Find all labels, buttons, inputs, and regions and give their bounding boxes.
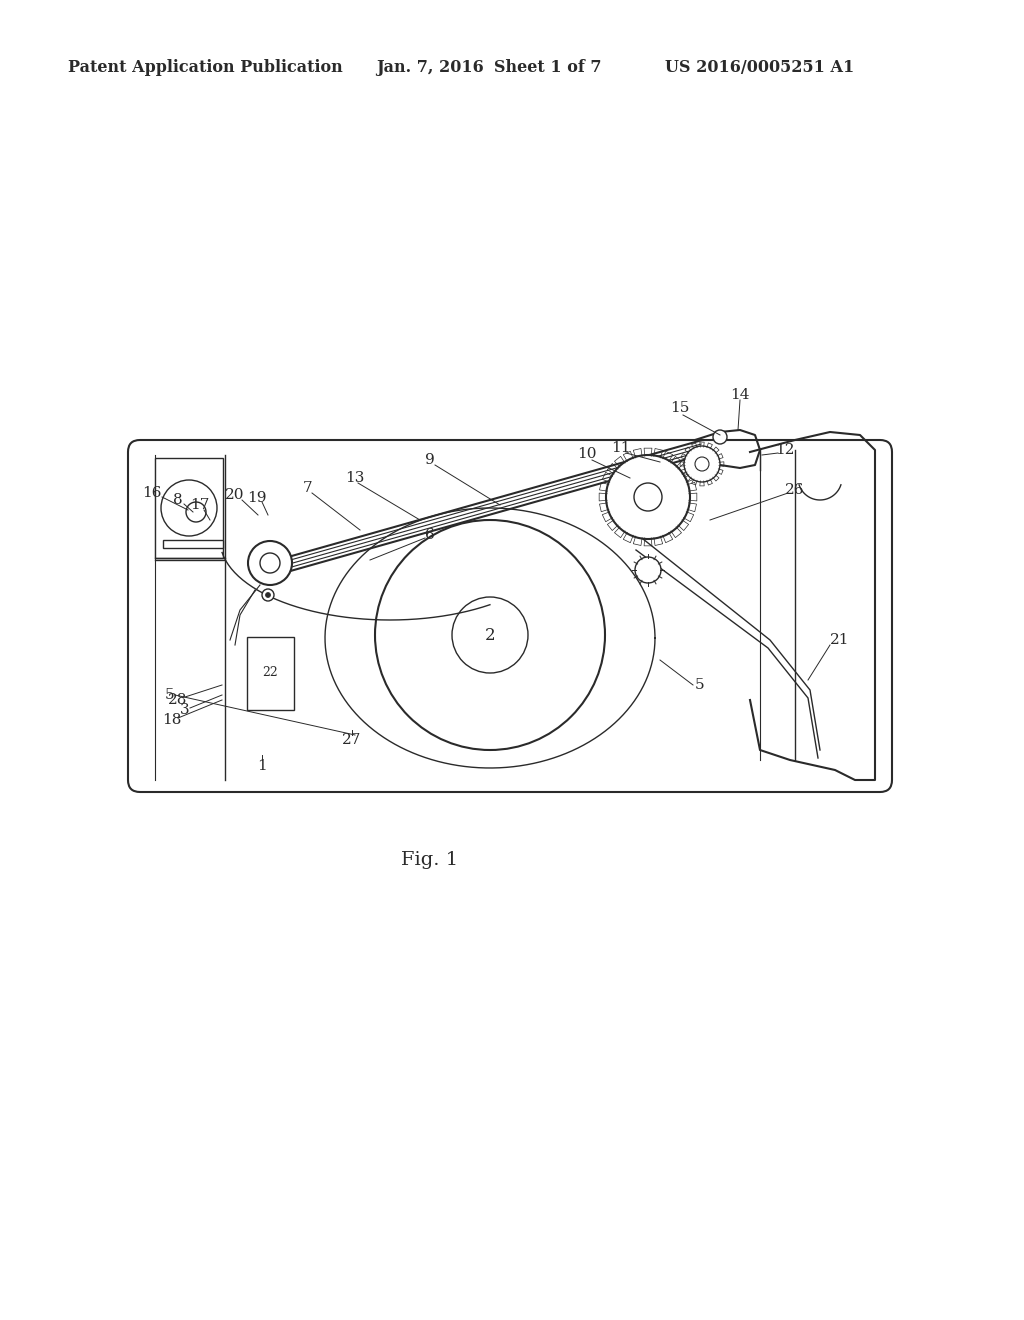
Text: 13: 13 [345,471,365,484]
Text: 1: 1 [257,759,267,774]
Circle shape [265,593,270,598]
Circle shape [248,541,292,585]
Circle shape [713,430,727,444]
Text: 21: 21 [830,634,850,647]
Circle shape [262,589,274,601]
Text: 2: 2 [484,627,496,644]
Text: Jan. 7, 2016: Jan. 7, 2016 [376,59,484,77]
Bar [155,458,223,558]
Circle shape [634,483,662,511]
Text: 9: 9 [425,453,435,467]
Text: US 2016/0005251 A1: US 2016/0005251 A1 [666,59,855,77]
Circle shape [375,520,605,750]
Text: 3: 3 [180,704,189,717]
Text: 7: 7 [303,480,312,495]
Text: 14: 14 [730,388,750,403]
Text: 15: 15 [671,401,690,414]
Text: 17: 17 [190,498,210,512]
Text: 12: 12 [775,444,795,457]
Text: Patent Application Publication: Patent Application Publication [68,59,342,77]
Text: 11: 11 [611,441,631,455]
Text: 28: 28 [168,693,187,708]
FancyBboxPatch shape [128,440,892,792]
Text: 10: 10 [578,447,597,461]
Text: 6: 6 [425,528,435,543]
Text: 22: 22 [262,667,278,680]
Text: 5: 5 [695,678,705,692]
Circle shape [260,553,280,573]
Text: 5: 5 [165,688,175,702]
Circle shape [695,457,709,471]
Text: 20: 20 [225,488,245,502]
Text: 8: 8 [173,492,183,507]
Circle shape [635,557,662,583]
Circle shape [161,480,217,536]
Bar [163,540,223,548]
Text: 26: 26 [785,483,805,498]
Circle shape [452,597,528,673]
Text: Fig. 1: Fig. 1 [401,851,459,869]
Text: Sheet 1 of 7: Sheet 1 of 7 [495,59,602,77]
Text: 18: 18 [163,713,181,727]
Text: 16: 16 [142,486,162,500]
Text: 27: 27 [342,733,361,747]
Circle shape [606,455,690,539]
Circle shape [186,502,206,521]
Text: 19: 19 [247,491,266,506]
Bar [247,638,294,710]
Text: 4: 4 [184,502,194,515]
Circle shape [684,446,720,482]
